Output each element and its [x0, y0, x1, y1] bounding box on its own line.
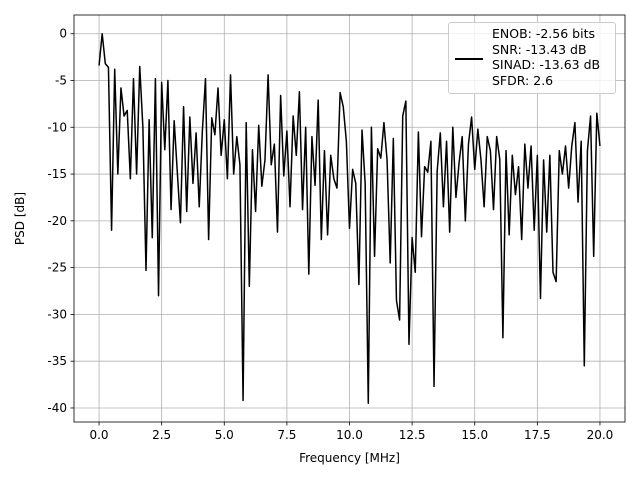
x-axis-label: Frequency [MHz] — [299, 451, 400, 465]
y-tick-label: -25 — [47, 261, 67, 275]
y-tick-label: -15 — [47, 167, 67, 181]
y-tick-label: -35 — [47, 354, 67, 368]
legend-label: ENOB: -2.56 bits SNR: -13.43 dB SINAD: -… — [492, 26, 601, 88]
x-tick-label: 15.0 — [461, 428, 488, 442]
y-tick-label: -40 — [47, 401, 67, 415]
x-tick-label: 7.5 — [277, 428, 296, 442]
x-tick-label: 20.0 — [587, 428, 614, 442]
y-tick-label: -10 — [47, 120, 67, 134]
x-tick-label: 17.5 — [524, 428, 551, 442]
y-tick-label: 0 — [59, 27, 67, 41]
legend-line — [455, 58, 483, 60]
x-tick-label: 0.0 — [89, 428, 108, 442]
x-tick-label: 12.5 — [399, 428, 426, 442]
y-axis-label: PSD [dB] — [13, 192, 27, 245]
y-tick-label: -20 — [47, 214, 67, 228]
y-tick-label: -5 — [55, 73, 67, 87]
y-tick-label: -30 — [47, 307, 67, 321]
x-tick-label: 2.5 — [152, 428, 171, 442]
x-tick-label: 10.0 — [336, 428, 363, 442]
plot-frame — [73, 14, 626, 423]
legend: ENOB: -2.56 bits SNR: -13.43 dB SINAD: -… — [448, 22, 616, 94]
x-tick-label: 5.0 — [215, 428, 234, 442]
data-line — [98, 32, 601, 405]
